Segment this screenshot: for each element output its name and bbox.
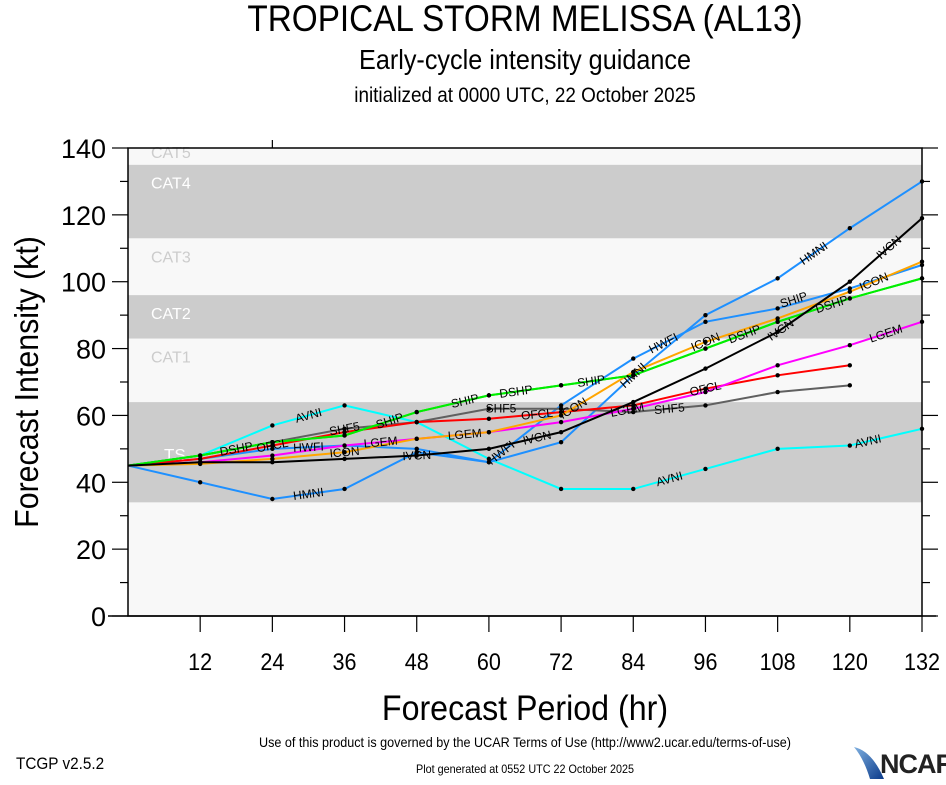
data-point-hmni-72 [559, 440, 563, 444]
band-label-cat4: CAT4 [151, 176, 191, 193]
data-point-avni-36 [342, 403, 346, 407]
data-point-ofcl-60 [487, 417, 491, 421]
data-point-hmni-96 [703, 313, 707, 317]
data-point-hmni-108 [775, 276, 779, 280]
generated-time: Plot generated at 0552 UTC 22 October 20… [53, 762, 946, 776]
data-point-hmni-36 [342, 487, 346, 491]
y-tick-label: 40 [76, 468, 106, 498]
y-tick-label: 100 [61, 268, 106, 298]
x-tick-label: 36 [333, 648, 357, 675]
ncar-logo: NCAR [852, 745, 946, 780]
x-tick-label: 60 [477, 648, 501, 675]
band-cat5 [128, 148, 922, 165]
x-tick-label: 48 [405, 648, 429, 675]
x-tick-label: 72 [549, 648, 573, 675]
data-point-ivcn-120 [848, 280, 852, 284]
band-cat4 [128, 165, 922, 239]
data-point-ivcn-60 [487, 447, 491, 451]
data-point-ship-48 [415, 410, 419, 414]
band-label-cat3: CAT3 [151, 249, 191, 266]
data-point-icon-48 [415, 437, 419, 441]
x-tick-label: 24 [260, 648, 284, 675]
x-tick-label: 108 [760, 648, 796, 675]
y-tick-label: 140 [61, 134, 106, 164]
data-point-shf5-96 [703, 403, 707, 407]
data-point-ship-120 [848, 296, 852, 300]
data-point-lgem-108 [775, 363, 779, 367]
series-label-shf5: SHF5 [653, 400, 685, 417]
data-point-ship-12 [198, 453, 202, 457]
y-axis-label: Forecast Intensity (kt) [8, 236, 45, 528]
data-point-ofcl-108 [775, 373, 779, 377]
data-point-ivcn-12 [198, 460, 202, 464]
data-point-avni-72 [559, 487, 563, 491]
data-point-icon-120 [848, 290, 852, 294]
band-label-cat2: CAT2 [151, 306, 191, 323]
x-tick-label: 12 [188, 648, 212, 675]
series-label-ofcl: OFCL [520, 406, 553, 423]
series-label-shf5: SHF5 [486, 402, 517, 416]
x-tick-label: 132 [904, 648, 940, 675]
data-point-avni-96 [703, 467, 707, 471]
terms-of-use: Use of this product is governed by the U… [53, 734, 946, 750]
data-point-lgem-120 [848, 343, 852, 347]
data-point-avni-120 [848, 443, 852, 447]
band-cat3 [128, 238, 922, 295]
data-point-ivcn-24 [270, 460, 274, 464]
data-point-hwfi-84 [631, 356, 635, 360]
data-point-hmni-12 [198, 480, 202, 484]
series-label-icon: ICON [329, 444, 360, 461]
data-point-ship-60 [487, 393, 491, 397]
x-tick-label: 120 [832, 648, 868, 675]
data-point-hmni-24 [270, 497, 274, 501]
data-point-icon-60 [487, 430, 491, 434]
y-tick-label: 20 [76, 535, 106, 565]
data-point-hmni-120 [848, 226, 852, 230]
y-tick-label: 60 [76, 401, 106, 431]
data-point-shf5-120 [848, 383, 852, 387]
data-point-avni-108 [775, 447, 779, 451]
data-point-ofcl-48 [415, 420, 419, 424]
x-tick-label: 96 [693, 648, 717, 675]
data-point-avni-84 [631, 487, 635, 491]
x-tick-label: 84 [621, 648, 645, 675]
series-label-ivcn: IVCN [402, 448, 431, 463]
data-point-ship-72 [559, 383, 563, 387]
series-label-hwfi: HWFI [293, 439, 324, 454]
data-point-ivcn-72 [559, 430, 563, 434]
data-point-ivcn-96 [703, 366, 707, 370]
band-label-cat1: CAT1 [151, 350, 191, 367]
data-point-shf5-108 [775, 390, 779, 394]
y-tick-label: 80 [76, 335, 106, 365]
y-tick-label: 0 [91, 602, 106, 632]
ncar-logo-text: NCAR [880, 749, 946, 780]
data-point-hwfi-108 [775, 306, 779, 310]
x-axis-label: Forecast Period (hr) [382, 690, 668, 729]
y-tick-label: 120 [61, 201, 106, 231]
data-point-avni-24 [270, 423, 274, 427]
data-point-hwfi-96 [703, 320, 707, 324]
data-point-ofcl-120 [848, 363, 852, 367]
